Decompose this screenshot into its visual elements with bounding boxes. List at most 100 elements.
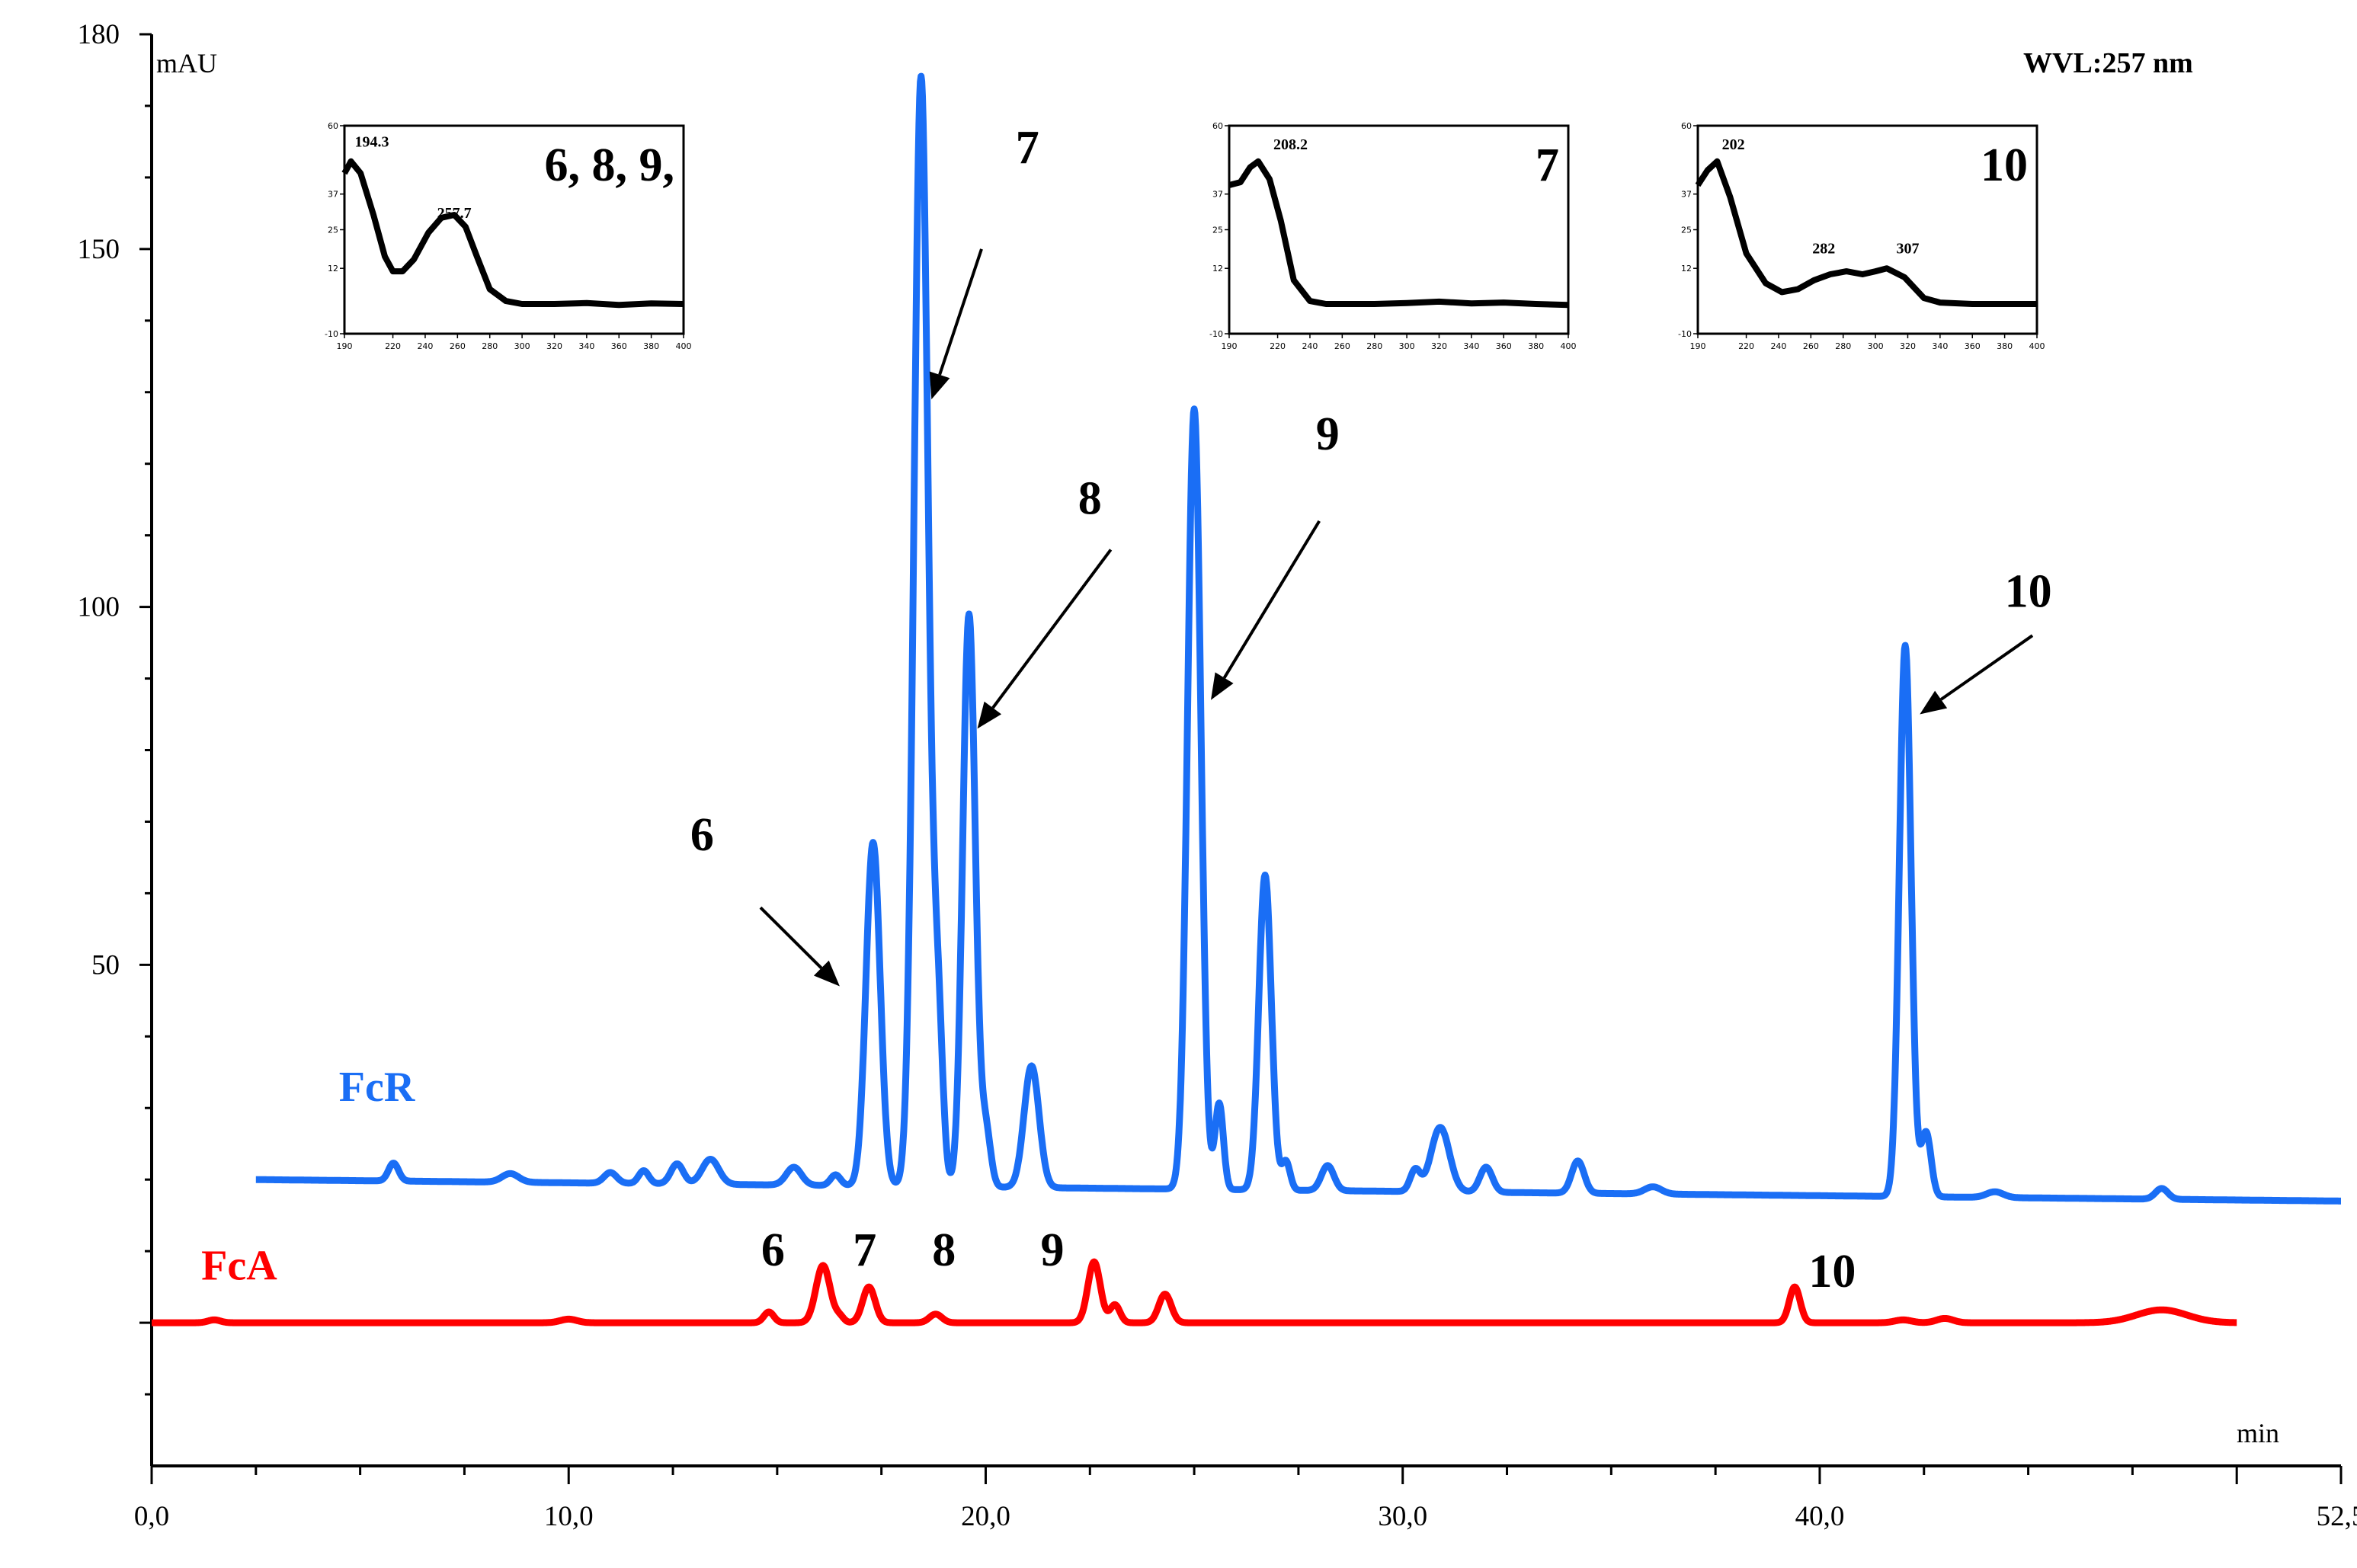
peak-label-fca: 9 (1041, 1224, 1065, 1276)
inset-y-tick-label: 60 (1212, 121, 1223, 131)
inset-x-tick-label: 340 (578, 341, 594, 351)
inset-y-tick-label: 37 (1681, 190, 1692, 200)
label-layer: 6 7 8 9 10 6 7 8 9 10 FcR FcA (201, 122, 2051, 1298)
x-tick-label: 0,0 (134, 1501, 169, 1532)
inset-x-tick-label: 260 (1803, 341, 1819, 351)
inset-y-tick-label: -10 (1209, 329, 1223, 339)
inset-x-tick-label: 240 (417, 341, 433, 351)
wavelength-label: WVL:257 nm (2023, 47, 2193, 79)
inset-y-tick-label: 25 (328, 226, 338, 235)
x-tick-label: 52,5 (2317, 1501, 2357, 1532)
series-label: FcR (339, 1064, 415, 1111)
inset-peak-label: 282 (1812, 241, 1835, 258)
inset-peak-label: 257.7 (437, 205, 472, 222)
inset-x-tick-label: 400 (1561, 341, 1577, 351)
inset-spectrum-line (1695, 158, 2037, 307)
arrow-head (929, 371, 950, 400)
peak-label-fcr: 6 (690, 809, 714, 861)
inset-y-tick-label: 12 (1681, 264, 1692, 274)
x-tick-label: 10,0 (544, 1501, 594, 1532)
inset-y-tick-label: 37 (1212, 190, 1223, 200)
x-tick-label: 20,0 (961, 1501, 1010, 1532)
y-tick-label: 100 (78, 592, 120, 623)
uv-spectrum-inset: 190 220 240 260 280 300 320 340 360 380 400 60 37 25 1… (325, 121, 691, 351)
arrow-head (813, 960, 840, 987)
y-unit-label: mAU (156, 48, 217, 78)
x-tick-label: 40,0 (1795, 1501, 1845, 1532)
inset-x-tick-label: 240 (1302, 341, 1318, 351)
inset-y-tick-label: 60 (328, 121, 338, 131)
inset-x-tick-label: 320 (1431, 341, 1447, 351)
uv-spectra-insets: 190 220 240 260 280 300 320 340 360 380 400 60 37 25 1… (325, 121, 2045, 351)
inset-x-tick-label: 360 (1496, 341, 1512, 351)
inset-y-tick-label: 12 (1212, 264, 1223, 274)
inset-frame (343, 124, 685, 335)
inset-x-tick-label: 340 (1463, 341, 1479, 351)
inset-title: 6, 8, 9, (545, 139, 675, 191)
inset-x-tick-label: 280 (1835, 341, 1851, 351)
inset-x-tick-label: 400 (2029, 341, 2045, 351)
inset-x-tick-label: 360 (1965, 341, 1981, 351)
peak-label-fcr: 9 (1316, 408, 1340, 460)
inset-x-tick-label: 220 (1270, 341, 1286, 351)
inset-title: 7 (1536, 139, 1559, 191)
inset-x-tick-label: 190 (1222, 341, 1238, 351)
inset-x-tick-label: 300 (1868, 341, 1884, 351)
inset-x-tick-label: 400 (676, 341, 692, 351)
arrow-shaft (759, 906, 823, 969)
arrow-shaft (938, 248, 983, 376)
inset-x-tick-label: 220 (1738, 341, 1754, 351)
inset-x-tick-label: 380 (1997, 341, 2013, 351)
x-unit-label: min (2237, 1418, 2279, 1448)
arrow-layer (759, 248, 2034, 987)
peak-label-fca: 10 (1808, 1246, 1856, 1298)
inset-x-tick-label: 320 (546, 341, 562, 351)
inset-y-tick-label: -10 (1678, 329, 1692, 339)
x-axis: 0,0 10,0 20,0 30,0 40,0 52,5 (134, 1464, 2357, 1532)
peak-label-fcr: 7 (1016, 122, 1039, 174)
inset-x-tick-label: 380 (1528, 341, 1544, 351)
inset-spectrum-line (1228, 158, 1569, 309)
x-axis-ticks: 0,0 10,0 20,0 30,0 40,0 52,5 (134, 1466, 2357, 1532)
inset-x-tick-label: 260 (1334, 341, 1350, 351)
series-line-FcA (149, 1258, 2240, 1326)
y-tick-label: 150 (78, 234, 120, 265)
inset-peak-label: 307 (1896, 241, 1919, 258)
peak-label-fcr: 10 (2005, 566, 2052, 618)
inset-x-tick-label: 260 (450, 341, 466, 351)
inset-y-tick-label: 12 (328, 264, 338, 274)
peak-label-fca: 7 (853, 1224, 876, 1276)
arrow-shaft (1940, 634, 2034, 701)
inset-x-tick-label: 380 (643, 341, 659, 351)
inset-x-tick-label: 340 (1932, 341, 1948, 351)
inset-peak-label: 194.3 (355, 133, 389, 150)
arrow-head (1920, 690, 1948, 715)
inset-title: 10 (1981, 139, 2028, 191)
peak-label-fcr: 8 (1078, 472, 1102, 524)
inset-peak-label: 202 (1722, 136, 1745, 153)
inset-y-tick-label: 37 (328, 190, 338, 200)
uv-spectrum-inset: 190 220 240 260 280 300 320 340 360 380 400 60 37 25 1… (1678, 121, 2045, 351)
y-axis-ticks: 180 150 100 50 (78, 19, 152, 1396)
arrow-shaft (1222, 520, 1321, 679)
peak-label-fca: 6 (761, 1224, 785, 1276)
inset-x-tick-label: 360 (611, 341, 627, 351)
inset-spectrum-line (341, 158, 684, 309)
inset-y-tick-label: 25 (1212, 226, 1223, 235)
inset-x-tick-label: 190 (337, 341, 353, 351)
y-tick-label: 50 (91, 949, 120, 981)
arrow-shaft (991, 549, 1113, 709)
peak-label-fca: 8 (932, 1224, 956, 1276)
arrow-head (977, 701, 1002, 729)
inset-x-tick-label: 280 (1366, 341, 1382, 351)
series-line-FcR (253, 72, 2344, 1205)
inset-x-tick-label: 320 (1900, 341, 1916, 351)
series-layer (149, 72, 2344, 1326)
inset-x-tick-label: 300 (1399, 341, 1415, 351)
inset-x-tick-label: 240 (1770, 341, 1786, 351)
inset-x-tick-label: 280 (482, 341, 498, 351)
inset-x-tick-label: 190 (1690, 341, 1706, 351)
inset-frame (1696, 124, 2038, 335)
inset-peak-label: 208.2 (1273, 136, 1308, 153)
